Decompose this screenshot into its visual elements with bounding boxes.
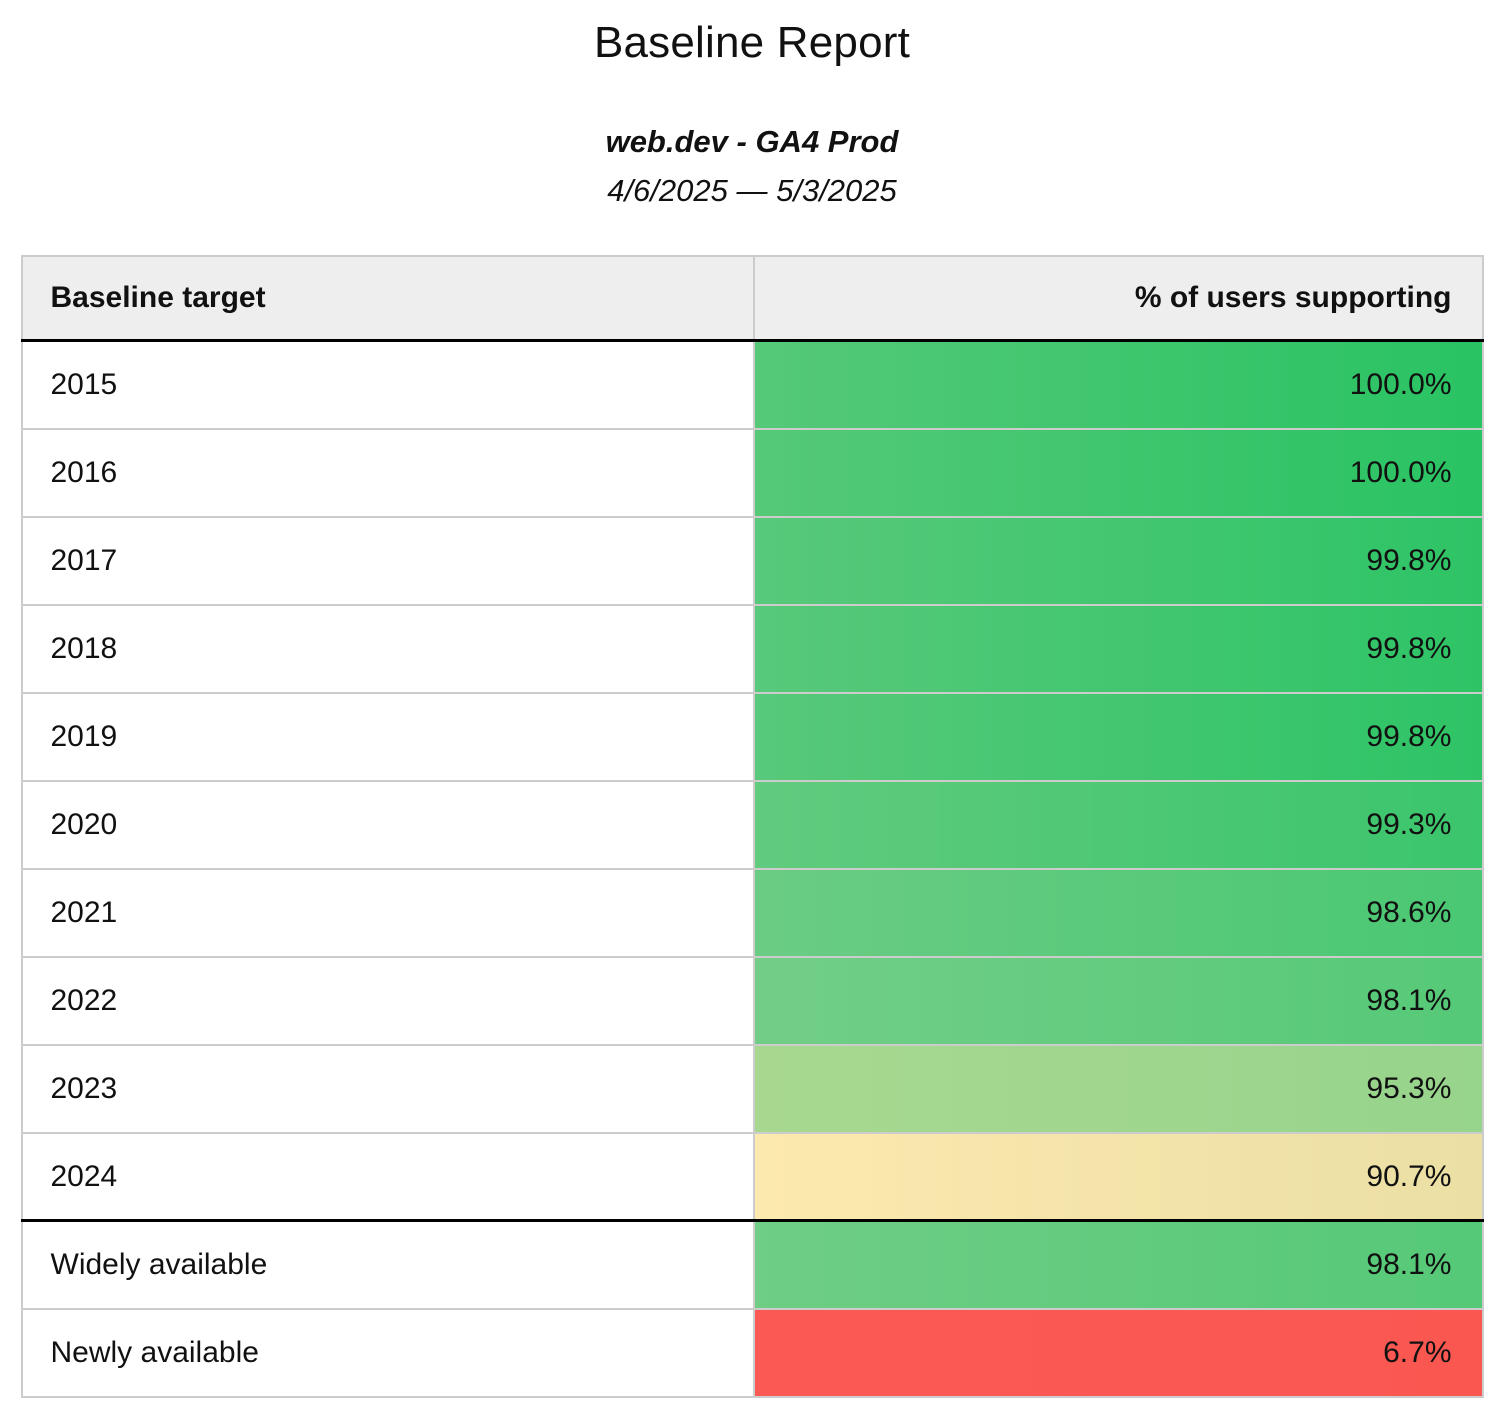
table-row: 2021 98.6% — [20, 867, 1484, 958]
column-header-baseline-target: Baseline target — [20, 254, 755, 343]
column-header-percent-users: % of users supporting — [752, 254, 1484, 343]
baseline-table: Baseline target % of users supporting 20… — [20, 254, 1484, 1398]
table-row: Newly available 6.7% — [20, 1307, 1484, 1398]
row-label-cell: 2020 — [20, 779, 755, 870]
report-date-range: 4/6/2025 — 5/3/2025 — [607, 172, 897, 208]
table-row: 2022 98.1% — [20, 955, 1484, 1046]
row-value-cell: 99.3% — [752, 779, 1484, 870]
row-label-cell: 2017 — [20, 515, 755, 606]
row-value-cell: 100.0% — [752, 427, 1484, 518]
table-header-row: Baseline target % of users supporting — [20, 254, 1484, 343]
row-label-cell: 2019 — [20, 691, 755, 782]
table-row: 2016 100.0% — [20, 427, 1484, 518]
row-value-cell: 95.3% — [752, 1043, 1484, 1134]
row-value-cell: 98.1% — [752, 955, 1484, 1046]
row-label-cell: 2018 — [20, 603, 755, 694]
table-header: Baseline target % of users supporting — [20, 254, 1484, 343]
row-value-cell: 99.8% — [752, 603, 1484, 694]
row-value-cell: 90.7% — [752, 1131, 1484, 1222]
page-title: Baseline Report — [593, 18, 911, 67]
row-label-cell: 2016 — [20, 427, 755, 518]
row-value-cell: 99.8% — [752, 691, 1484, 782]
table-row: 2018 99.8% — [20, 603, 1484, 694]
row-label-cell: 2023 — [20, 1043, 755, 1134]
row-value-cell: 6.7% — [752, 1307, 1484, 1398]
report-subtitle: web.dev - GA4 Prod — [605, 123, 899, 159]
table-row: 2023 95.3% — [20, 1043, 1484, 1134]
table-row: 2020 99.3% — [20, 779, 1484, 870]
row-value-cell: 98.6% — [752, 867, 1484, 958]
table-row: Widely available 98.1% — [20, 1219, 1484, 1310]
row-label-cell: Widely available — [20, 1219, 755, 1310]
report-header: Baseline Report web.dev - GA4 Prod 4/6/2… — [0, 0, 1504, 209]
row-value-cell: 100.0% — [752, 339, 1484, 430]
row-label-cell: 2024 — [20, 1131, 755, 1222]
table-row: 2024 90.7% — [20, 1131, 1484, 1222]
table-row: 2019 99.8% — [20, 691, 1484, 782]
row-value-cell: 99.8% — [752, 515, 1484, 606]
row-label-cell: Newly available — [20, 1307, 755, 1398]
table-row: 2017 99.8% — [20, 515, 1484, 606]
row-label-cell: 2022 — [20, 955, 755, 1046]
row-value-cell: 98.1% — [752, 1219, 1484, 1310]
row-label-cell: 2021 — [20, 867, 755, 958]
table-body: 2015 100.0% 2016 100.0% 2017 99.8% 2018 … — [20, 339, 1484, 1398]
table-row: 2015 100.0% — [20, 339, 1484, 430]
row-label-cell: 2015 — [20, 339, 755, 430]
